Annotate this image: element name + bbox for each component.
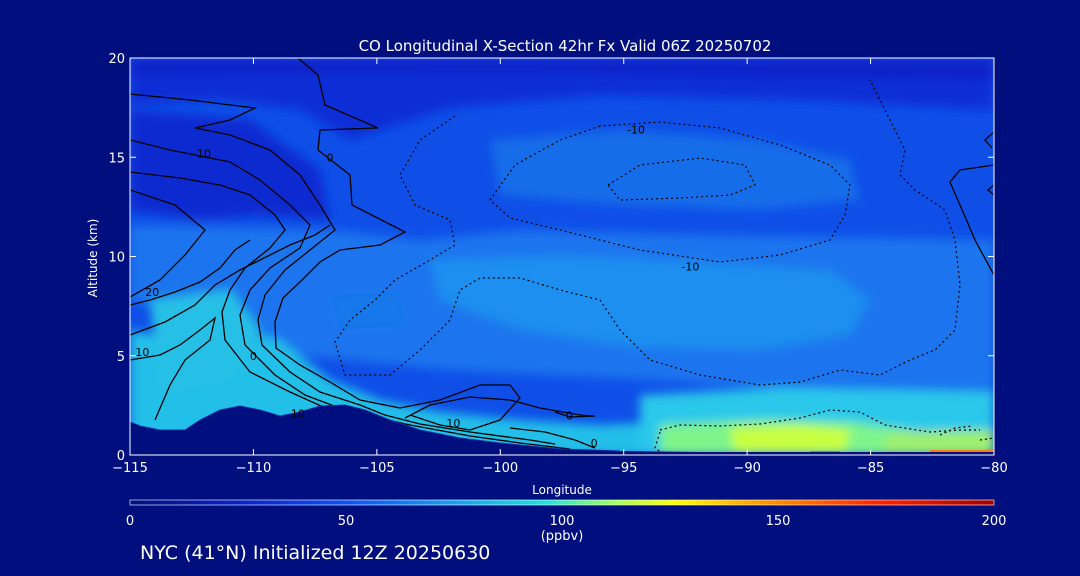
contour-label: 10 (135, 346, 149, 359)
x-tick-label: −105 (359, 461, 395, 476)
contour-line (334, 79, 961, 386)
contour-line (130, 316, 217, 421)
contours-dotted (334, 79, 994, 455)
x-tick-label: −115 (112, 461, 148, 476)
contour-line (404, 396, 594, 419)
x-tick-label: −85 (857, 461, 884, 476)
terrain-edge (130, 404, 621, 452)
x-tick-label: −80 (980, 461, 1007, 476)
contour-line (130, 93, 556, 445)
colorbar-ticks: 0 50 100 150 200 (126, 514, 1007, 529)
footer-initialized-label: NYC (41°N) Initialized 12Z 20250630 (140, 542, 491, 564)
field-mid-plume (430, 255, 870, 350)
contour-line (654, 431, 666, 455)
y-tick-label: 0 (117, 449, 125, 464)
contour-line (130, 139, 571, 450)
contour-label: -10 (681, 260, 699, 273)
contour-label: 20 (145, 286, 159, 299)
contour-line (979, 437, 994, 441)
contour-labels: 10 0 20 10 0 10 10 0 0 -10 -10 (135, 123, 699, 450)
chart-title: CO Longitudinal X-Section 42hr Fx Valid … (359, 37, 772, 55)
plot-area: 10 0 20 10 0 10 10 0 0 -10 -10 (130, 58, 994, 455)
colorbar-tick-label: 0 (126, 514, 134, 529)
contour-label: 10 (197, 147, 211, 160)
contour-line (949, 164, 994, 276)
contour-line (939, 425, 973, 436)
colorbar-tick-label: 50 (338, 514, 355, 529)
x-tick-label: −110 (236, 461, 272, 476)
contour-line (659, 409, 980, 433)
y-axis-label: Altitude (km) (86, 219, 100, 298)
contour-line (509, 427, 596, 449)
colorbar-tick-label: 150 (766, 514, 791, 529)
colorbar-tick-label: 200 (982, 514, 1007, 529)
field-top-band (130, 58, 994, 80)
contour-line (274, 58, 521, 431)
contour-label: 0 (326, 151, 333, 164)
contour-line (554, 411, 596, 418)
field-green-right (880, 430, 994, 455)
contour-label: 0 (591, 437, 598, 450)
contour-line (130, 239, 251, 306)
colorbar-tick-label: 100 (550, 514, 575, 529)
x-axis-label: Longitude (532, 483, 592, 497)
field-left-blob (330, 292, 405, 330)
colorbar-units: (ppbv) (541, 529, 584, 544)
contour-label: 10 (446, 417, 460, 430)
x-tick-label: −90 (733, 461, 760, 476)
field-yellow-core (730, 425, 850, 452)
x-tick-label: −100 (482, 461, 518, 476)
contour-label: 0 (250, 350, 257, 363)
contour-line (130, 189, 206, 298)
y-tick-label: 15 (108, 151, 125, 166)
field-upper-plume (490, 130, 860, 210)
y-tick-label: 5 (117, 350, 125, 365)
contour-label: 0 (566, 409, 573, 422)
contour-line (986, 184, 994, 196)
field-left-dark (130, 110, 330, 220)
x-tick-label: −95 (610, 461, 637, 476)
contour-label: -10 (627, 123, 645, 136)
colorbar (129, 499, 995, 506)
x-axis: −115 −110 −105 −100 −95 −90 −85 −80 (112, 58, 1008, 476)
field-upper-dark (130, 58, 994, 140)
terrain (130, 405, 994, 455)
contour-line (607, 157, 756, 201)
contour-label: 10 (291, 407, 305, 420)
y-tick-label: 10 (108, 251, 125, 266)
contour-line (984, 131, 994, 149)
y-axis: 0 5 10 15 20 (108, 52, 994, 464)
field-left-cyan-pocket (150, 290, 260, 395)
contour-line (130, 224, 331, 336)
y-tick-label: 20 (108, 52, 125, 67)
